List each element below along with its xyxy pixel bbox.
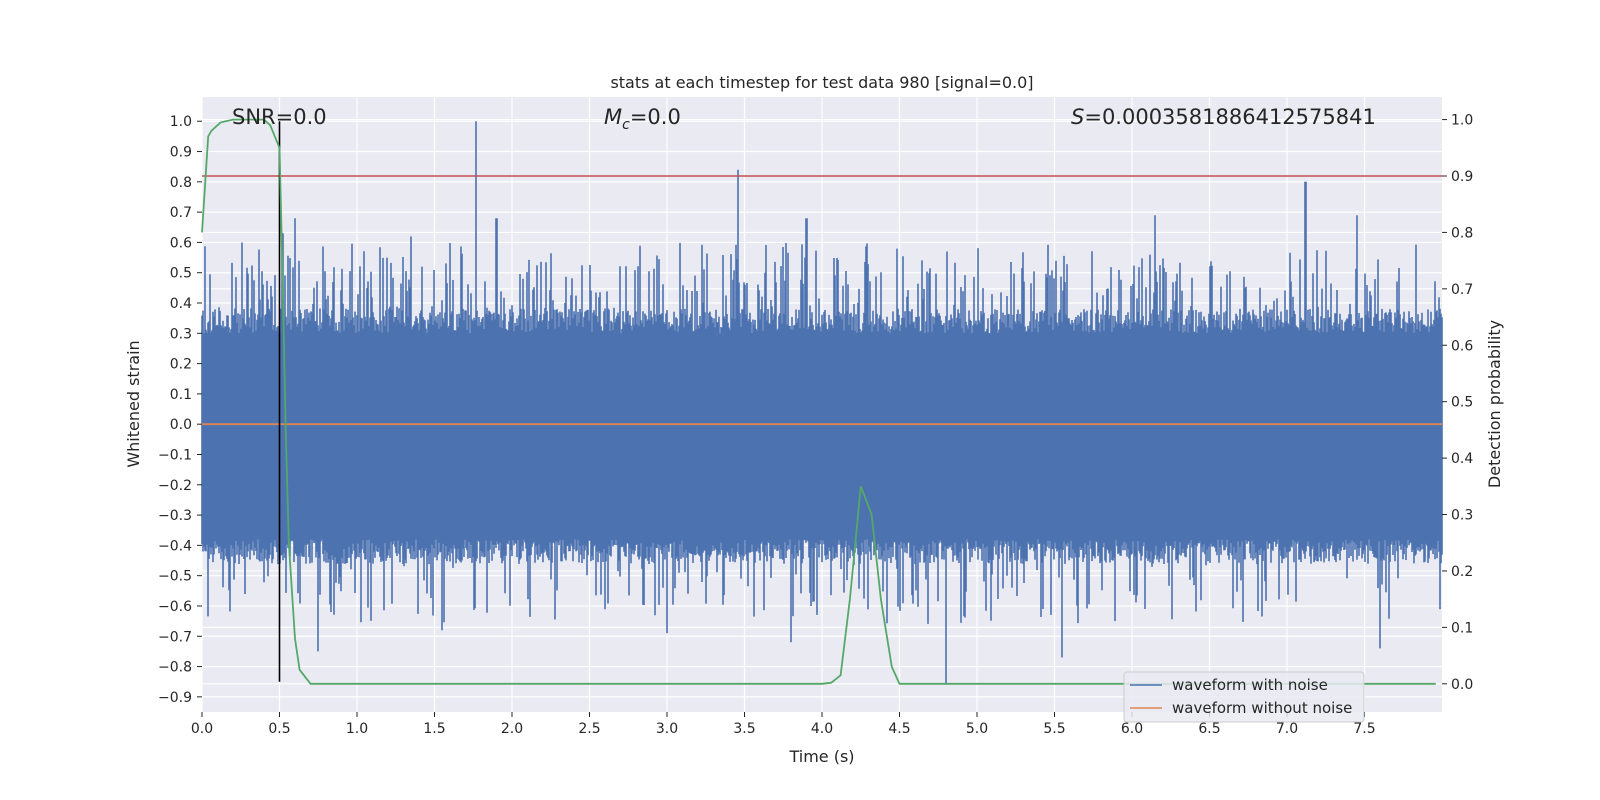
x-tick-label: 7.0 — [1276, 721, 1298, 737]
y-tick-label: 0.2 — [170, 357, 192, 373]
y-right-tick-label: 0.1 — [1451, 620, 1473, 636]
chirp-mass-symbol: M — [604, 105, 622, 129]
x-tick-label: 4.5 — [888, 721, 910, 737]
x-tick-label: 3.5 — [733, 721, 755, 737]
y-tick-label: 1.0 — [170, 114, 192, 130]
x-tick-label: 0.0 — [191, 721, 213, 737]
y-right-tick-label: 0.8 — [1451, 225, 1473, 241]
y-tick-label: 0.0 — [170, 417, 192, 433]
statistic-value: =0.0003581886412575841 — [1084, 105, 1376, 129]
y-tick-label: 0.4 — [170, 296, 192, 312]
y-axis-label: Whitened strain — [124, 340, 143, 467]
y-right-tick-label: 0.3 — [1451, 508, 1473, 524]
snr-statistic-annotation: S=0.0003581886412575841 — [1071, 105, 1376, 129]
y-tick-label: −0.8 — [158, 660, 192, 676]
x-tick-label: 3.0 — [656, 721, 678, 737]
x-tick-label: 5.0 — [966, 721, 988, 737]
chirp-mass-value: =0.0 — [630, 105, 681, 129]
y-right-axis-label: Detection probability — [1485, 320, 1504, 488]
x-tick-label: 6.0 — [1121, 721, 1143, 737]
y-right-tick-label: 0.0 — [1451, 677, 1473, 693]
y-tick-label: 0.8 — [170, 175, 192, 191]
axis-ticks: 0.0 0.5 1.0 1.5 2.0 2.5 3.0 3.5 4.0 4.5 5.0 5.5 6.0 6… — [158, 113, 1473, 737]
x-tick-label: 1.0 — [346, 721, 368, 737]
y-tick-label: −0.3 — [158, 508, 192, 524]
y-right-tick-label: 0.2 — [1451, 564, 1473, 580]
x-tick-label: 1.5 — [423, 721, 445, 737]
y-tick-label: −0.9 — [158, 690, 192, 706]
chirp-mass-subscript: c — [622, 117, 630, 133]
chirp-mass-annotation: Mc=0.0 — [604, 105, 681, 133]
x-axis-label: Time (s) — [788, 747, 854, 766]
noise-waveform-trace — [201, 121, 1443, 685]
y-tick-label: −0.2 — [158, 478, 192, 494]
y-right-tick-label: 0.5 — [1451, 395, 1473, 411]
chart-title: stats at each timestep for test data 980… — [610, 73, 1033, 92]
y-right-tick-label: 0.7 — [1451, 282, 1473, 298]
y-tick-label: −0.4 — [158, 538, 192, 554]
x-tick-label: 2.0 — [501, 721, 523, 737]
y-tick-label: −0.5 — [158, 569, 192, 585]
y-tick-label: 0.3 — [170, 326, 192, 342]
series-waveform-with-noise — [201, 121, 1443, 685]
y-tick-label: 0.9 — [170, 145, 192, 161]
y-tick-label: −0.1 — [158, 447, 192, 463]
series-detection-probability — [201, 118, 1436, 685]
y-right-tick-label: 0.6 — [1451, 338, 1473, 354]
legend: waveform with noise waveform without noi… — [1123, 671, 1365, 723]
y-tick-label: −0.7 — [158, 629, 192, 645]
legend-box — [1123, 671, 1365, 723]
x-tick-label: 7.5 — [1353, 721, 1375, 737]
x-tick-label: 0.5 — [268, 721, 290, 737]
x-tick-label: 2.5 — [578, 721, 600, 737]
x-tick-label: 6.5 — [1198, 721, 1220, 737]
snr-annotation: SNR=0.0 — [232, 105, 327, 129]
y-tick-label: 0.1 — [170, 387, 192, 403]
y-right-tick-label: 0.4 — [1451, 451, 1473, 467]
y-tick-label: 0.5 — [170, 266, 192, 282]
y-tick-label: 0.7 — [170, 205, 192, 221]
y-tick-label: −0.6 — [158, 599, 192, 615]
y-tick-label: 0.6 — [170, 235, 192, 251]
y-right-tick-label: 0.9 — [1451, 169, 1473, 185]
statistic-symbol: S — [1071, 105, 1084, 129]
x-tick-label: 4.0 — [811, 721, 833, 737]
legend-label-with-noise: waveform with noise — [1172, 676, 1328, 694]
y-right-tick-label: 1.0 — [1451, 113, 1473, 129]
series-lines — [201, 118, 1442, 685]
legend-label-without-noise: waveform without noise — [1172, 699, 1352, 717]
x-tick-label: 5.5 — [1043, 721, 1065, 737]
